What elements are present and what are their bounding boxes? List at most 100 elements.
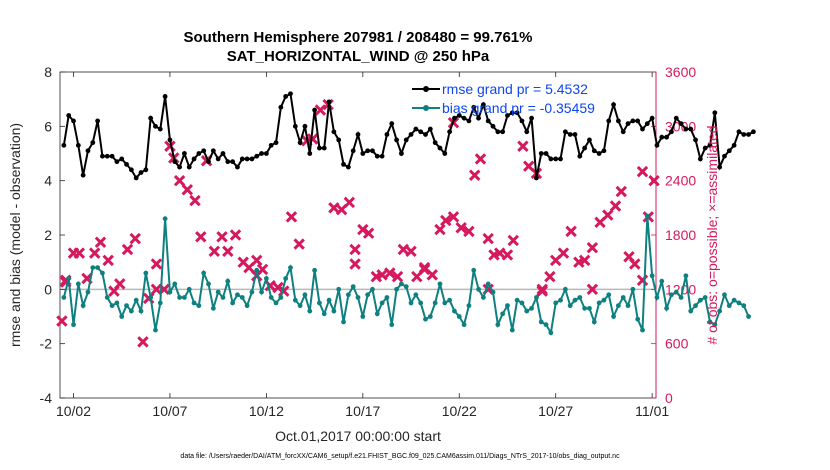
obs-assimilated-point: [602, 209, 614, 221]
bias-point: [61, 295, 67, 300]
bias-point: [452, 308, 457, 314]
obs-assimilated-point: [384, 267, 396, 279]
bias-point: [201, 270, 207, 276]
obs-assimilated-point: [208, 245, 221, 258]
rmse-point: [370, 148, 375, 154]
rmse-point: [418, 129, 424, 135]
bias-point: [461, 322, 467, 328]
y2-tick-label: 0: [665, 390, 673, 406]
bias-point: [649, 273, 655, 279]
obs-assimilated-point: [251, 254, 263, 267]
rmse-point: [336, 137, 342, 143]
obs-assimilated-point: [357, 223, 369, 236]
bias-point: [302, 292, 308, 298]
rmse-point: [162, 94, 168, 99]
rmse-point: [437, 145, 443, 151]
rmse-point: [726, 148, 732, 154]
bias-point: [731, 297, 737, 303]
bias-point: [534, 295, 539, 300]
y-tick-label: 8: [44, 64, 52, 80]
bias-point: [553, 300, 559, 306]
bias-point: [177, 295, 182, 300]
bias-point: [635, 316, 641, 322]
rmse-point: [683, 126, 689, 132]
rmse-point: [186, 164, 192, 170]
obs-assimilated-point: [544, 270, 556, 283]
bias-point: [370, 286, 375, 292]
x-tick-label: 11/01: [635, 403, 669, 419]
rmse-point: [452, 115, 457, 121]
bias-point: [66, 276, 72, 281]
obs-assimilated-point: [615, 185, 628, 198]
rmse-point: [177, 164, 182, 170]
obs-assimilated-point: [517, 140, 529, 152]
rmse-point: [182, 151, 187, 156]
rmse-point: [644, 121, 650, 127]
rmse-point: [731, 142, 737, 148]
bias-point: [398, 281, 404, 287]
bias-point: [736, 300, 742, 306]
y-axis-label-right: # of obs: o=possible; ×=assimilated: [704, 125, 720, 344]
y-tick-label: -4: [40, 390, 53, 406]
bias-point: [157, 300, 163, 306]
rmse-point: [717, 164, 723, 170]
rmse-point: [558, 156, 563, 162]
bias-point: [480, 295, 486, 300]
bias-point: [182, 295, 187, 300]
rmse-point: [693, 137, 698, 143]
rmse-point: [601, 148, 607, 154]
bias-point: [601, 297, 607, 303]
bias-point: [350, 284, 356, 290]
rmse-point: [606, 118, 612, 124]
bias-point: [191, 300, 197, 306]
rmse-point: [384, 132, 390, 137]
rmse-point: [288, 91, 293, 97]
bias-point: [326, 297, 332, 303]
bias-point: [278, 295, 284, 300]
bias-point: [654, 295, 660, 300]
rmse-point: [509, 110, 515, 116]
bias-point: [80, 303, 86, 309]
rmse-point: [649, 115, 655, 121]
bias-point: [297, 303, 303, 309]
bias-point: [741, 303, 747, 309]
rmse-point: [707, 142, 713, 148]
rmse-point: [317, 145, 322, 151]
obs-assimilated-point: [189, 194, 201, 207]
rmse-point: [321, 145, 327, 151]
rmse-point: [398, 151, 404, 156]
rmse-point: [292, 123, 298, 129]
rmse-point: [138, 170, 144, 175]
bias-point: [244, 303, 250, 309]
rmse-point: [278, 104, 284, 110]
obs-assimilated-point: [455, 222, 467, 234]
bias-point: [712, 322, 718, 328]
obs-possible-point: [150, 283, 163, 296]
obs-assimilated-point: [137, 336, 149, 348]
obs-assimilated-point: [565, 225, 577, 238]
rmse-point: [389, 121, 395, 127]
bias-point: [206, 281, 211, 287]
bias-point: [148, 295, 154, 300]
obs-assimilated-point: [586, 241, 599, 254]
rmse-point: [104, 153, 110, 159]
obs-assimilated-point: [411, 270, 423, 283]
bias-point: [220, 295, 226, 300]
rmse-point: [394, 137, 399, 143]
bias-point: [128, 308, 134, 314]
obs-assimilated-point: [440, 214, 452, 227]
obs-assimilated-point: [129, 232, 141, 245]
rmse-point: [259, 151, 264, 156]
bias-point: [100, 270, 105, 276]
obs-assimilated-point: [73, 247, 86, 259]
bias-point: [413, 292, 419, 298]
rmse-point: [360, 151, 366, 156]
rmse-point: [345, 164, 351, 170]
bias-point: [432, 300, 438, 306]
bias-point: [85, 289, 91, 295]
bias-point: [418, 300, 424, 306]
rmse-point: [124, 161, 129, 167]
bias-point: [543, 322, 549, 328]
bias-point: [259, 289, 264, 295]
y-tick-label: 2: [44, 227, 52, 243]
